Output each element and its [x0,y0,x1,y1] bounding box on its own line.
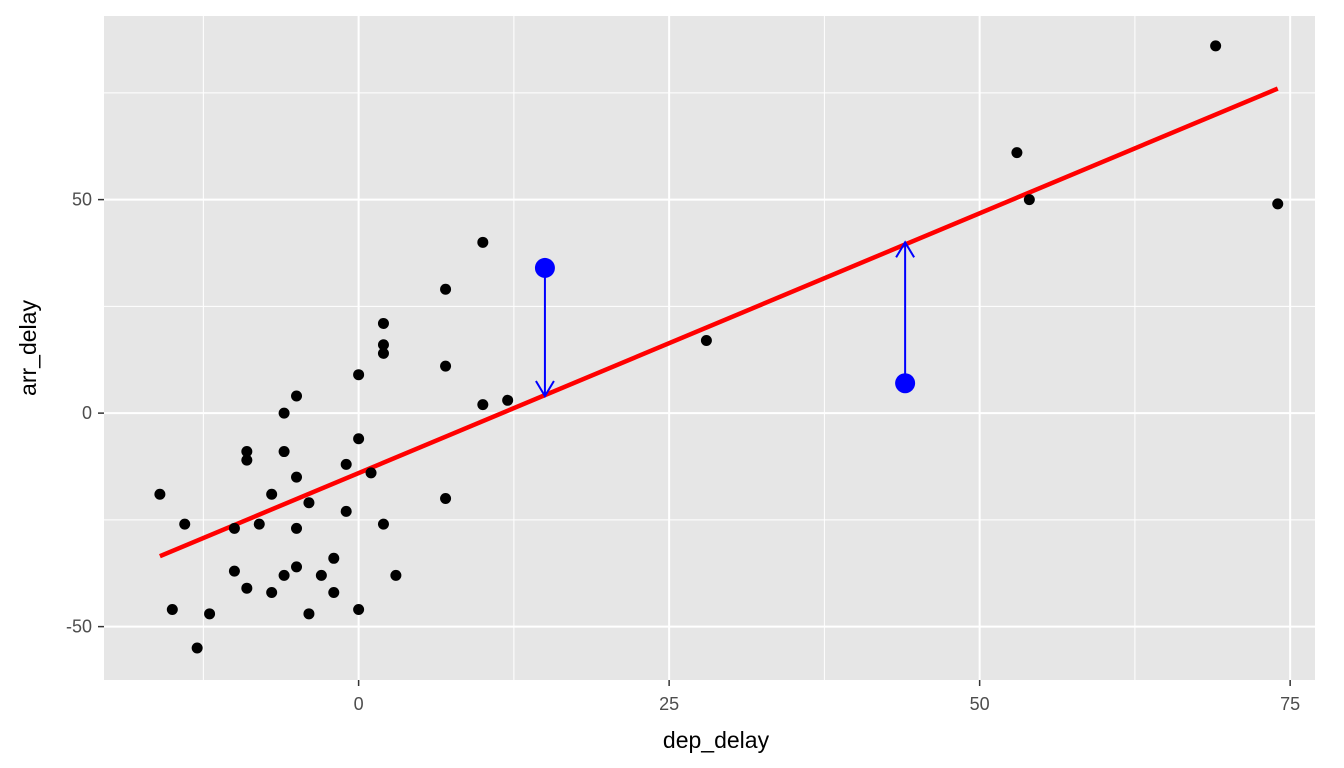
data-point [291,522,303,534]
data-point [390,569,402,581]
data-point [241,582,253,594]
regression-line [159,86,1279,559]
y-axis: -50 0 50 [66,190,104,637]
data-point [365,467,377,479]
data-point [303,608,315,620]
data-point [440,493,452,505]
data-point [353,604,365,616]
data-point [328,552,340,564]
data-point [266,586,278,598]
data-point [1023,194,1035,206]
data-point [440,283,452,295]
data-point [353,369,365,381]
data-point [278,407,290,419]
x-tick-label: 25 [659,694,679,714]
regression-line-group [159,86,1279,559]
data-point [241,446,253,458]
data-point [502,394,514,406]
y-tick-label: -50 [66,617,92,637]
highlighted-point [534,257,555,278]
highlighted-points [534,257,916,394]
data-point [328,586,340,598]
data-point [340,505,352,517]
data-point [377,518,389,530]
plot-panel [104,16,1315,680]
data-point [166,604,178,616]
data-point [477,236,489,248]
data-point [291,390,303,402]
data-point [291,561,303,573]
y-tick-label: 0 [82,403,92,423]
y-tick-label: 50 [72,190,92,210]
data-point [1272,198,1284,210]
data-point [700,335,712,347]
data-point [1011,147,1023,159]
data-point [241,454,253,466]
x-tick-label: 75 [1280,694,1300,714]
data-point [228,565,240,577]
data-point [228,522,240,534]
data-point [179,518,191,530]
data-point [291,471,303,483]
x-axis: 0 25 50 75 [354,680,1300,714]
data-point [1210,40,1222,52]
data-points [154,40,1284,654]
residual-arrows [535,240,915,398]
x-axis-title: dep_delay [663,727,770,753]
data-point [377,347,389,359]
highlighted-point [895,373,916,394]
x-tick-label: 50 [970,694,990,714]
data-point [154,488,166,500]
residual-arrow-head [895,240,915,258]
y-axis-title: arr_delay [15,300,41,396]
data-point [340,458,352,470]
data-point [315,569,327,581]
data-point [377,339,389,351]
major-grid [104,16,1315,680]
x-tick-label: 0 [354,694,364,714]
data-point [377,317,389,329]
residual-arrow-head [535,380,555,398]
data-point [253,518,265,530]
data-point [303,497,315,509]
data-point [477,399,489,411]
data-point [266,488,278,500]
data-point [204,608,216,620]
data-point [353,433,365,445]
data-point [191,642,203,654]
data-point [440,360,452,372]
data-point [278,569,290,581]
data-point [278,446,290,458]
minor-grid [104,16,1315,680]
